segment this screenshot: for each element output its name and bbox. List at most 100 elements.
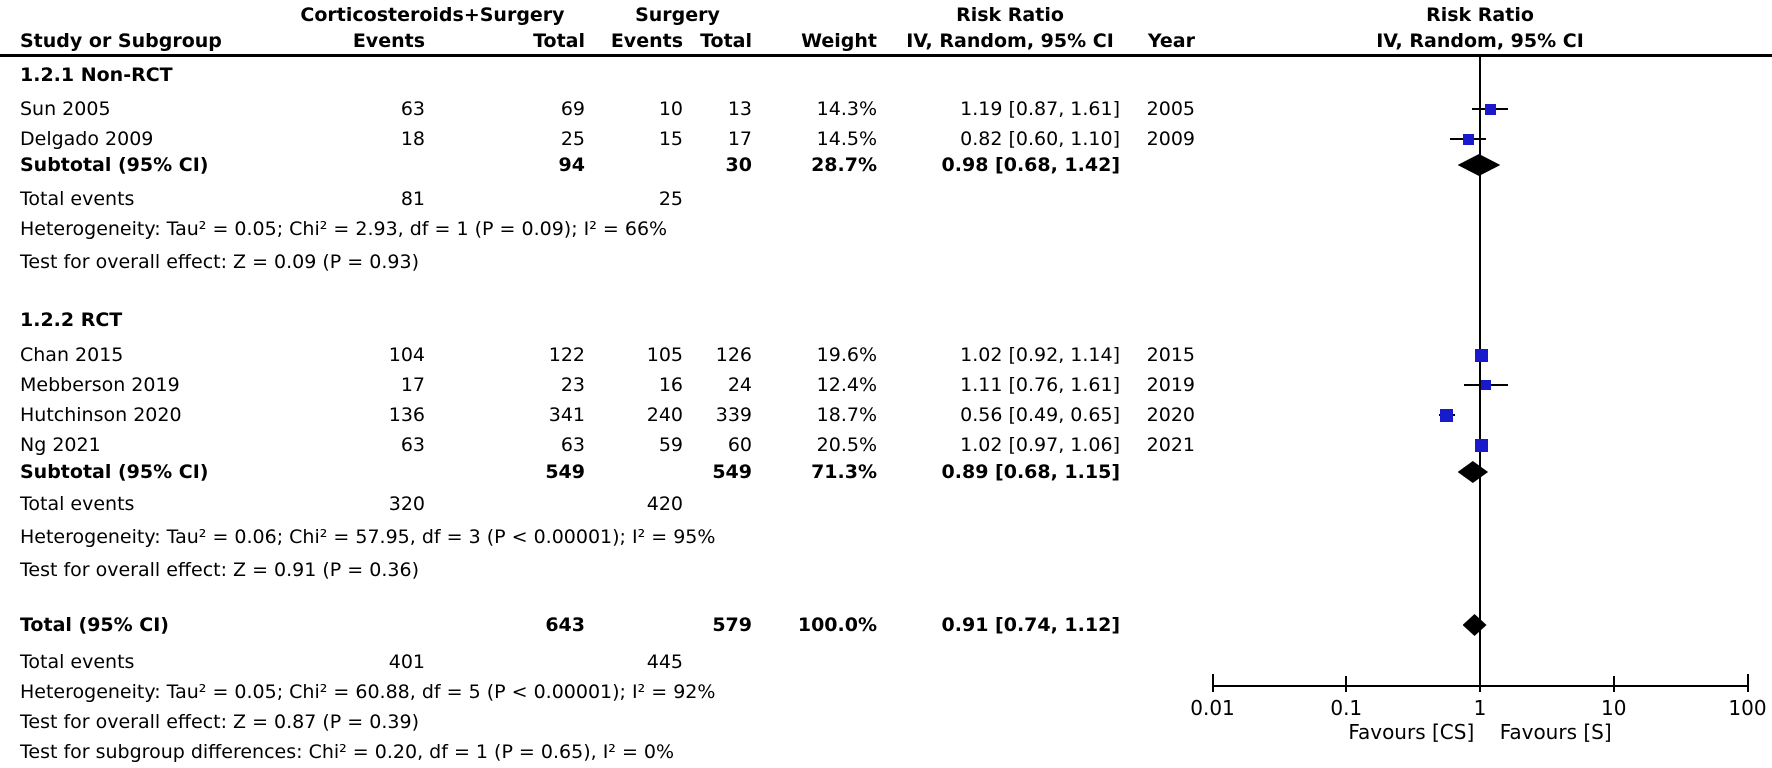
group2-header: Surgery [635,4,720,26]
study-label: Sun 2005 [20,98,111,120]
study-marker [1474,438,1488,452]
stat-line: Heterogeneity: Tau² = 0.05; Chi² = 2.93,… [20,218,668,240]
subgroup-title: 1.2.1 Non-RCT [20,64,173,86]
null-effect-line [1479,57,1481,686]
stat-line: Test for overall effect: Z = 0.09 (P = 0… [20,251,419,273]
ci-value: 1.02 [0.92, 1.14] [960,344,1120,366]
events2-column-header: Events [610,30,683,52]
x-axis-tick-label: 100 [1728,696,1767,720]
stat-line: Heterogeneity: Tau² = 0.05; Chi² = 60.88… [20,681,716,703]
events1-value: 17 [400,374,425,396]
weight-value: 20.5% [816,434,877,456]
study-label: Delgado 2009 [20,128,154,150]
stat-line: Heterogeneity: Tau² = 0.06; Chi² = 57.95… [20,526,716,548]
events1-value: 136 [388,404,425,426]
subgroup-title: 1.2.2 RCT [20,309,123,331]
stat-line: Test for overall effect: Z = 0.91 (P = 0… [20,559,419,581]
study-column-header: Study or Subgroup [20,30,222,52]
total2-value: 126 [715,344,752,366]
study-marker [1474,348,1488,362]
method-column-header: IV, Random, 95% CI [906,30,1114,52]
x-axis-tick-label: 0.01 [1190,696,1235,720]
total2-value: 339 [715,404,752,426]
year-value: 2015 [1146,344,1195,366]
x-axis-tick-label: 10 [1601,696,1627,720]
ci-value: 1.02 [0.97, 1.06] [960,434,1120,456]
weight-value: 71.3% [811,461,877,483]
study-label: Mebberson 2019 [20,374,180,396]
favours-left-label: Favours [CS] [1348,720,1475,744]
year-value: 2021 [1146,434,1195,456]
events1-value: 63 [400,434,425,456]
x-axis-tick [1345,676,1348,692]
ci-value: 0.91 [0.74, 1.12] [941,614,1120,636]
total2-value: 30 [725,154,752,176]
total2-value: 549 [712,461,752,483]
group1-header: Corticosteroids+Surgery [300,4,565,26]
events1-value: 18 [400,128,425,150]
events2-value: 420 [646,493,683,515]
total1-value: 122 [548,344,585,366]
total2-value: 13 [727,98,752,120]
total2-column-header: Total [700,30,752,52]
total2-value: 24 [727,374,752,396]
subtotal-label: Total (95% CI) [20,614,169,636]
ci-value: 0.89 [0.68, 1.15] [941,461,1120,483]
weight-value: 18.7% [816,404,877,426]
ci-value: 1.11 [0.76, 1.61] [960,374,1120,396]
ci-value: 0.98 [0.68, 1.42] [941,154,1120,176]
total2-value: 579 [712,614,752,636]
summary-diamond [1457,461,1489,483]
total1-value: 25 [560,128,585,150]
x-axis-tick [1746,674,1749,692]
ci-value: 1.19 [0.87, 1.61] [960,98,1120,120]
x-axis-tick [1211,674,1214,692]
method-plot-header: IV, Random, 95% CI [1376,30,1584,52]
year-value: 2009 [1146,128,1195,150]
ci-value: 0.56 [0.49, 0.65] [960,404,1120,426]
total1-value: 94 [558,154,585,176]
weight-value: 12.4% [816,374,877,396]
total-events-label: Total events [20,493,135,515]
subtotal-label: Subtotal (95% CI) [20,461,209,483]
weight-value: 19.6% [816,344,877,366]
total-events-label: Total events [20,651,135,673]
year-value: 2020 [1146,404,1195,426]
weight-column-header: Weight [801,30,877,52]
events2-value: 445 [646,651,683,673]
x-axis-tick [1479,676,1481,692]
stat-line: Test for overall effect: Z = 0.87 (P = 0… [20,711,419,733]
events1-value: 104 [388,344,425,366]
x-axis-tick-label: 0.1 [1330,696,1363,720]
x-axis-tick-label: 1 [1473,696,1487,720]
summary-diamond [1462,614,1487,636]
total1-value: 341 [548,404,585,426]
events2-value: 10 [658,98,683,120]
ci-value: 0.82 [0.60, 1.10] [960,128,1120,150]
total1-value: 549 [545,461,585,483]
study-label: Hutchinson 2020 [20,404,182,426]
study-marker [1481,380,1492,390]
events2-value: 59 [658,434,683,456]
year-column-header: Year [1147,30,1195,52]
total1-value: 63 [560,434,585,456]
risk-ratio-header-left: Risk Ratio [956,4,1064,26]
header-divider [0,54,1772,57]
year-value: 2019 [1146,374,1195,396]
study-marker [1484,103,1496,115]
events1-value: 320 [388,493,425,515]
year-value: 2005 [1146,98,1195,120]
events2-value: 105 [646,344,683,366]
events1-column-header: Events [352,30,425,52]
total2-value: 60 [727,434,752,456]
summary-diamond [1457,154,1501,176]
total1-value: 643 [545,614,585,636]
study-marker [1439,408,1453,422]
total1-column-header: Total [533,30,585,52]
total2-value: 17 [727,128,752,150]
total-events-label: Total events [20,188,135,210]
total1-value: 69 [560,98,585,120]
events2-value: 25 [658,188,683,210]
events2-value: 240 [646,404,683,426]
